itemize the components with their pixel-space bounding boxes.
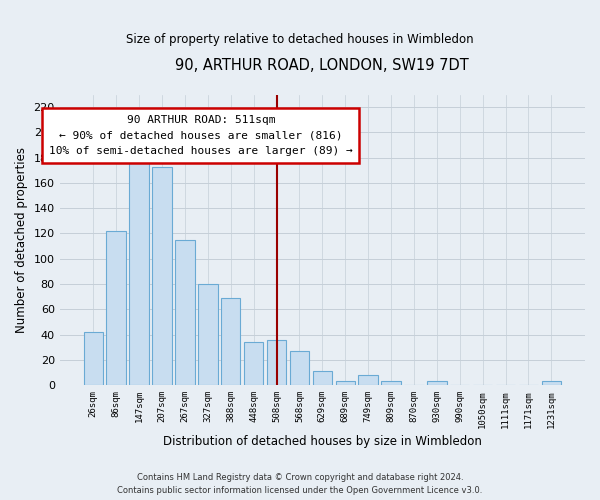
Text: Contains HM Land Registry data © Crown copyright and database right 2024.
Contai: Contains HM Land Registry data © Crown c… (118, 474, 482, 495)
Bar (152, 166, 172, 385)
Bar (244, 342, 263, 385)
Bar (313, 371, 332, 385)
Text: 90 ARTHUR ROAD: 511sqm
← 90% of detached houses are smaller (816)
10% of semi-de: 90 ARTHUR ROAD: 511sqm ← 90% of detached… (49, 114, 353, 156)
Bar (221, 298, 241, 385)
Bar (106, 231, 126, 385)
Bar (290, 351, 309, 385)
Bar (198, 284, 218, 385)
Bar (382, 382, 401, 385)
Bar (175, 240, 194, 385)
Bar (427, 382, 446, 385)
Bar (542, 382, 561, 385)
Bar (83, 332, 103, 385)
Y-axis label: Number of detached properties: Number of detached properties (15, 147, 28, 333)
Text: Size of property relative to detached houses in Wimbledon: Size of property relative to detached ho… (126, 32, 474, 46)
Bar (130, 154, 149, 385)
Bar (335, 382, 355, 385)
Bar (358, 375, 378, 385)
Title: 90, ARTHUR ROAD, LONDON, SW19 7DT: 90, ARTHUR ROAD, LONDON, SW19 7DT (175, 58, 469, 72)
Bar (267, 340, 286, 385)
X-axis label: Distribution of detached houses by size in Wimbledon: Distribution of detached houses by size … (163, 434, 482, 448)
